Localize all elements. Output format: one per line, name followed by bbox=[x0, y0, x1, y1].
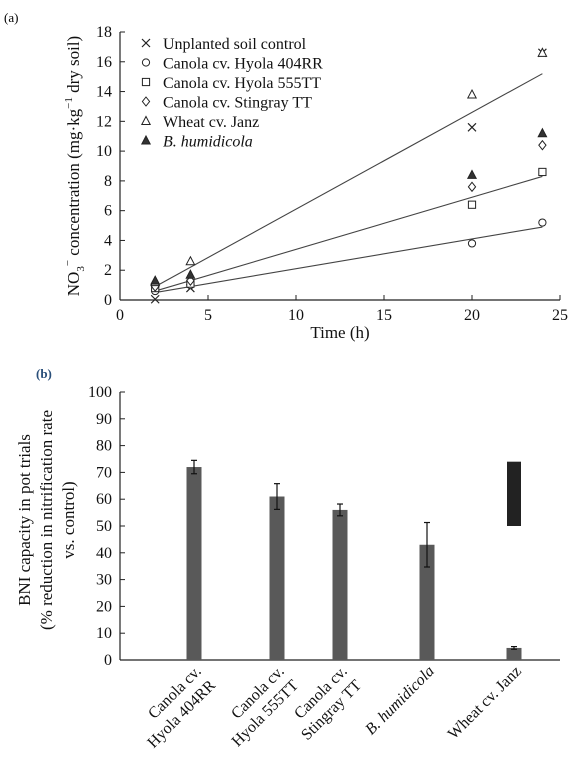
panel-a-x-tick-label: 5 bbox=[204, 307, 212, 324]
panel-b-y-tick-label: 40 bbox=[96, 545, 112, 562]
legend-label: Wheat cv. Janz bbox=[163, 114, 259, 131]
legend-marker-x bbox=[141, 38, 151, 48]
trend-line bbox=[155, 175, 543, 292]
data-point-x bbox=[467, 122, 477, 132]
panel-a-legend: Unplanted soil control Canola cv. Hyola 4… bbox=[140, 36, 323, 151]
bar bbox=[186, 467, 202, 660]
panel-b-label: (b) bbox=[36, 366, 52, 381]
data-point-triangle-open bbox=[466, 88, 478, 99]
bar bbox=[332, 509, 348, 660]
panel-b-y-tick-label: 100 bbox=[88, 384, 112, 401]
panel-a-axes bbox=[119, 32, 560, 301]
panel-b-y-tick-label: 10 bbox=[96, 625, 112, 642]
legend-label: Canola cv. Hyola 404RR bbox=[163, 56, 323, 73]
bar bbox=[269, 496, 285, 660]
panel-a-trend-lines bbox=[154, 73, 543, 294]
trend-line bbox=[154, 73, 543, 288]
panel-b-category-labels: Canola cv.Hyola 404RR Canola cv.Hyola 555… bbox=[144, 663, 525, 752]
panel-a-y-tick-label: 12 bbox=[96, 113, 112, 130]
legend-marker-triangle-open bbox=[140, 115, 152, 125]
legend-marker-x-stroke bbox=[141, 38, 151, 48]
legend-label: Canola cv. Stingray TT bbox=[163, 95, 312, 112]
legend-marker-triangle-filled bbox=[140, 134, 152, 145]
data-point-diamond bbox=[538, 139, 547, 151]
panel-a-points bbox=[150, 47, 548, 304]
legend-marker-circle bbox=[141, 58, 151, 67]
category-label: B. humidicola bbox=[362, 663, 437, 738]
category-label-line1: Wheat cv. Janz bbox=[445, 663, 525, 743]
legend-label: Unplanted soil control bbox=[163, 36, 307, 53]
panel-b-y-axis-title-line3: vs. control) bbox=[59, 481, 78, 558]
category-label: Wheat cv. Janz bbox=[445, 663, 525, 743]
panel-b-y-axis-title-line1: BNI capacity in pot trials bbox=[15, 434, 34, 606]
panel-b: (b) 0 10 20 30 40 50 60 70 80 90 100 Canola cv.Hyo… bbox=[15, 366, 560, 752]
data-point-square bbox=[538, 167, 547, 177]
legend-marker-square bbox=[141, 77, 151, 87]
panel-a-x-tick-label: 0 bbox=[116, 307, 124, 324]
panel-a-y-tick-label: 4 bbox=[104, 232, 112, 249]
legend-marker-diamond bbox=[141, 96, 151, 107]
data-point-triangle-open bbox=[185, 255, 196, 266]
legend-label: Canola cv. Hyola 555TT bbox=[163, 75, 321, 92]
panel-b-y-ticks: 0 10 20 30 40 50 60 70 80 90 100 bbox=[88, 384, 125, 669]
category-label: Canola cv.Hyola 555TT bbox=[228, 663, 302, 750]
panel-b-y-tick-label: 50 bbox=[96, 518, 112, 535]
panel-b-y-tick-label: 80 bbox=[96, 438, 112, 455]
trend-line bbox=[155, 226, 543, 294]
panel-b-y-tick-label: 30 bbox=[96, 572, 112, 589]
panel-a-x-tick-label: 15 bbox=[376, 307, 392, 324]
panel-b-y-tick-label: 70 bbox=[96, 464, 112, 481]
category-label-line1: B. humidicola bbox=[362, 663, 437, 738]
panel-a-y-tick-label: 14 bbox=[96, 84, 112, 101]
panel-a-y-axis-title: NO3− concentration (mg·kg−1 dry soil) bbox=[62, 36, 87, 296]
panel-a-y-tick-label: 10 bbox=[96, 143, 112, 160]
data-point-circle bbox=[467, 239, 477, 248]
data-point-triangle-filled bbox=[466, 169, 478, 179]
panel-a-y-tick-label: 0 bbox=[104, 292, 112, 309]
data-point-triangle-filled bbox=[185, 269, 196, 279]
bar bbox=[506, 647, 522, 660]
panel-b-y-tick-label: 90 bbox=[96, 411, 112, 428]
panel-a-x-tick-label: 10 bbox=[288, 307, 304, 324]
data-point-circle bbox=[538, 218, 547, 227]
data-point-x-stroke bbox=[467, 122, 477, 132]
dark-block bbox=[507, 461, 521, 526]
panel-b-y-axis-title-line2: (% reduction in nitrification rate bbox=[37, 410, 56, 630]
bar bbox=[419, 544, 435, 660]
data-point-square bbox=[467, 200, 477, 209]
panel-a-x-tick-label: 25 bbox=[552, 307, 568, 324]
panel-b-bars bbox=[186, 459, 522, 660]
legend-label: B. humidicola bbox=[163, 134, 253, 151]
data-point-x-stroke bbox=[150, 294, 160, 304]
panel-a-y-tick-label: 18 bbox=[96, 24, 112, 41]
panel-a-y-ticks: 0 2 4 6 8 10 12 14 16 18 bbox=[96, 24, 125, 309]
data-point-triangle-filled bbox=[537, 127, 548, 138]
category-label: Canola cv.Stingray TT bbox=[291, 663, 365, 744]
data-point-triangle-open bbox=[537, 47, 548, 57]
panel-a-y-tick-label: 2 bbox=[104, 262, 112, 279]
panel-a-y-tick-label: 8 bbox=[104, 173, 112, 190]
panel-a-x-axis-title: Time (h) bbox=[310, 323, 369, 342]
panel-a-y-tick-label: 16 bbox=[96, 54, 112, 71]
data-point-triangle-filled bbox=[150, 275, 161, 285]
data-point-x bbox=[150, 294, 160, 304]
panel-b-y-tick-label: 20 bbox=[96, 598, 112, 615]
panel-a-x-ticks: 0 5 10 15 20 25 bbox=[116, 295, 568, 324]
panel-a-y-tick-label: 6 bbox=[104, 203, 112, 220]
data-point-diamond bbox=[467, 181, 477, 193]
panel-a-x-tick-label: 20 bbox=[464, 307, 480, 324]
panel-a: (a) 0 2 4 6 8 10 12 14 16 18 0 5 10 15 20 25 Unplanted… bbox=[4, 10, 568, 342]
panel-a-label: (a) bbox=[4, 10, 18, 25]
panel-b-y-tick-label: 0 bbox=[104, 652, 112, 669]
panel-b-y-tick-label: 60 bbox=[96, 491, 112, 508]
category-label: Canola cv.Hyola 404RR bbox=[144, 663, 219, 752]
